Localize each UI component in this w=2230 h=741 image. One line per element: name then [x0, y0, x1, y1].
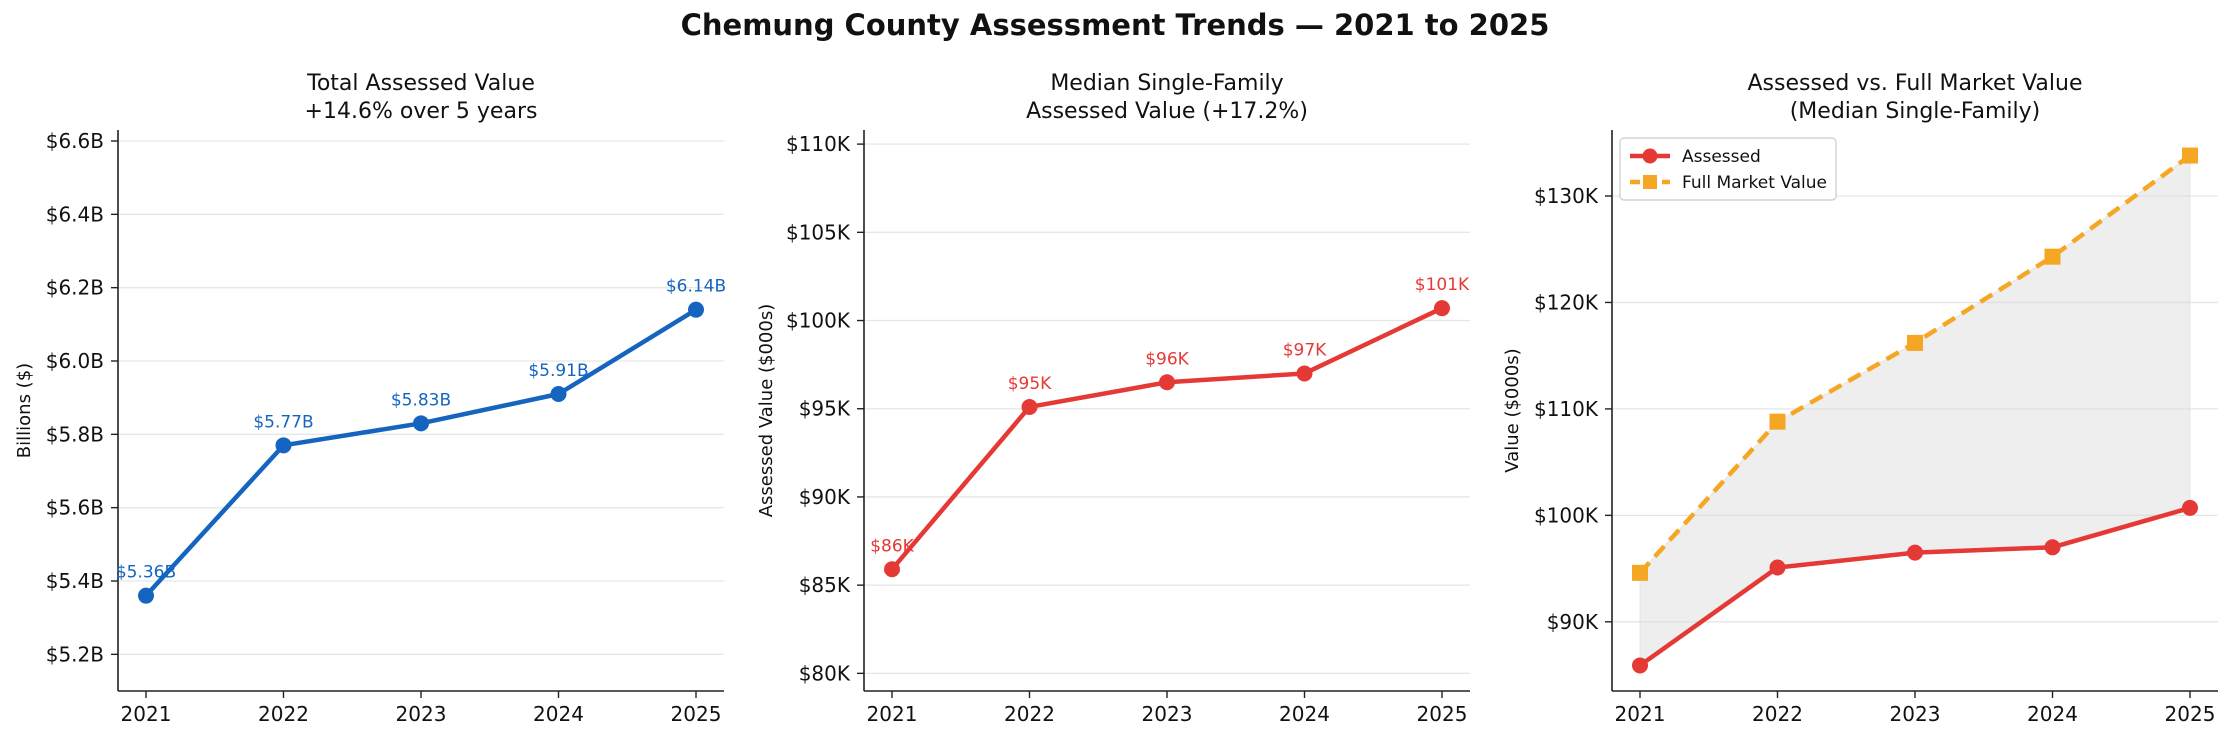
- chart-panel-2: $80K $85K $90K $95K $100K $105K $110K 2021 2022 2…: [756, 71, 1470, 726]
- legend-label: Assessed: [1682, 147, 1761, 167]
- chart-panel-1: $5.2B $5.4B $5.6B $5.8B $6.0B $6.2B $6.4B $6.6B…: [14, 71, 726, 726]
- legend-label: Full Market Value: [1682, 173, 1827, 193]
- data-point: [138, 587, 154, 604]
- x-tick-label: 2024: [2027, 702, 2078, 726]
- figure-title: Chemung County Assessment Trends — 2021 …: [680, 8, 1550, 42]
- data-point: [1434, 300, 1450, 317]
- y-tick-label: $5.2B: [46, 642, 104, 666]
- chart-title: Median Single-Family: [1050, 71, 1283, 96]
- data-point: [1632, 564, 1648, 581]
- data-point: [1632, 657, 1648, 674]
- data-label: $5.77B: [253, 412, 313, 432]
- y-axis-label: Assessed Value ($000s): [756, 304, 777, 518]
- y-tick-label: $110K: [1534, 397, 1599, 421]
- x-tick-label: 2025: [1417, 702, 1468, 726]
- x-tick-label: 2023: [396, 702, 447, 726]
- y-tick-label: $110K: [786, 132, 851, 156]
- x-tick-label: 2023: [1142, 702, 1193, 726]
- data-point: [1159, 374, 1175, 391]
- legend-swatch-marker: [1643, 175, 1657, 189]
- legend-box: [1619, 137, 1837, 201]
- x-tick-label: 2022: [258, 702, 309, 726]
- x-tick-label: 2021: [121, 702, 172, 726]
- data-point: [1769, 413, 1786, 430]
- y-tick-label: $90K: [1547, 610, 1599, 634]
- data-label: $97K: [1283, 340, 1327, 360]
- data-label: $5.36B: [116, 563, 176, 583]
- data-label: $101K: [1415, 275, 1470, 295]
- y-tick-label: $90K: [799, 485, 851, 509]
- x-tick-label: 2025: [671, 702, 722, 726]
- y-tick-label: $5.6B: [46, 496, 104, 520]
- data-point: [2182, 147, 2198, 164]
- legend-swatch-marker: [1642, 148, 1658, 164]
- series-line-1: [890, 306, 1443, 571]
- data-label: $86K: [870, 536, 914, 556]
- data-point: [2044, 539, 2061, 556]
- data-point: [1907, 544, 1923, 561]
- y-tick-label: $100K: [786, 309, 851, 333]
- chart-title: Assessed vs. Full Market Value: [1747, 71, 2082, 96]
- data-point: [550, 386, 567, 402]
- data-point: [688, 301, 704, 318]
- data-point: [1907, 334, 1923, 351]
- y-axis-label: Value ($000s): [1502, 348, 1523, 472]
- x-tick-label: 2022: [1004, 702, 1055, 726]
- y-tick-label: $85K: [799, 573, 851, 597]
- chart-title: Total Assessed Value: [306, 71, 535, 96]
- series-line-1: [144, 307, 698, 598]
- data-point: [2044, 248, 2061, 265]
- data-label: $5.83B: [391, 390, 451, 410]
- y-tick-label: $130K: [1534, 184, 1599, 208]
- chart-subtitle: (Median Single-Family): [1790, 99, 2041, 124]
- y-tick-label: $105K: [786, 220, 851, 244]
- y-tick-label: $95K: [799, 397, 851, 421]
- data-point: [413, 415, 429, 432]
- y-tick-label: $100K: [1534, 503, 1599, 527]
- data-point: [884, 561, 900, 578]
- y-tick-label: $80K: [799, 661, 851, 685]
- y-tick-label: $6.6B: [46, 129, 104, 153]
- y-tick-label: $6.4B: [46, 202, 104, 226]
- y-tick-label: $6.2B: [46, 276, 104, 300]
- x-tick-label: 2025: [2165, 702, 2216, 726]
- data-label: $96K: [1145, 349, 1189, 369]
- data-point: [1021, 398, 1038, 415]
- data-label: $5.91B: [528, 361, 588, 381]
- y-axis-label: Billions ($): [14, 363, 35, 458]
- data-point: [1769, 559, 1786, 576]
- y-tick-label: $5.4B: [46, 569, 104, 593]
- y-tick-label: $120K: [1534, 290, 1599, 314]
- y-tick-label: $6.0B: [46, 349, 104, 373]
- chart-subtitle: Assessed Value (+17.2%): [1026, 99, 1308, 124]
- chart-subtitle: +14.6% over 5 years: [305, 99, 538, 124]
- x-tick-label: 2021: [1615, 702, 1666, 726]
- x-tick-label: 2024: [533, 702, 584, 726]
- y-tick-label: $5.8B: [46, 422, 104, 446]
- x-tick-label: 2024: [1279, 702, 1330, 726]
- data-label: $6.14B: [666, 277, 726, 297]
- x-tick-label: 2021: [867, 702, 918, 726]
- data-point: [275, 437, 292, 454]
- fill-between-area: [1639, 154, 2191, 667]
- data-label: $95K: [1008, 374, 1052, 394]
- data-point: [2182, 499, 2198, 516]
- data-point: [1296, 365, 1313, 382]
- x-tick-label: 2023: [1890, 702, 1941, 726]
- x-tick-label: 2022: [1752, 702, 1803, 726]
- chart-panel-3: $90K $100K $110K $120K $130K 2021 2022 2023 2024…: [1502, 71, 2218, 726]
